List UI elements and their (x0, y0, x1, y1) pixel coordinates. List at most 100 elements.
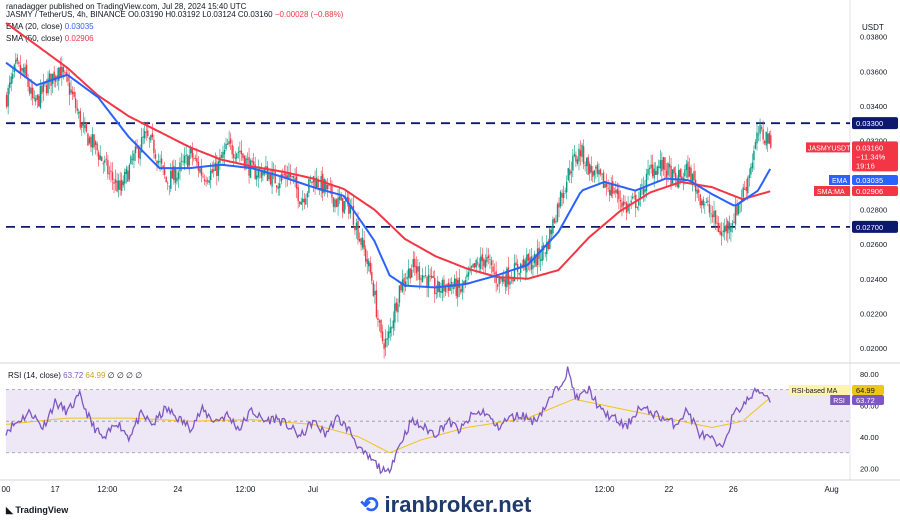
candle-body (596, 164, 599, 174)
symbol-line: JASMY / TetherUS, 4h, BINANCE O0.03190 H… (6, 10, 343, 19)
ohlc-open: O0.03190 (127, 10, 164, 19)
price-tick-label: 0.02200 (860, 309, 887, 318)
candle-body (78, 112, 80, 114)
candle-body (190, 147, 192, 154)
time-tick-label: 12:00 (235, 485, 256, 494)
candle-body (627, 204, 629, 212)
candle-body (585, 157, 588, 167)
candle-body (490, 260, 493, 266)
candle-body (728, 222, 731, 230)
candle-body (473, 263, 476, 268)
candle-body (7, 87, 9, 107)
candle-body (539, 259, 542, 261)
ohlc-high: H0.03192 (165, 10, 201, 19)
rsi-legend[interactable]: RSI (14, close) 63.72 64.99 ∅ ∅ ∅ ∅ (8, 371, 142, 380)
candle-body (767, 133, 769, 144)
candle-body (414, 258, 416, 268)
sma-legend[interactable]: SMA (50, close) 0.02906 (6, 34, 94, 43)
candle-body (360, 238, 362, 245)
candle-body (22, 68, 25, 73)
level-label: 0.02700 (856, 223, 883, 232)
candle-body (453, 278, 456, 287)
candle-body (114, 179, 117, 183)
candle-body (24, 66, 26, 75)
candle-body (150, 135, 152, 141)
candle-body (458, 277, 460, 288)
candle-body (403, 277, 405, 285)
candle-body (590, 165, 592, 173)
candle-body (745, 186, 747, 191)
tradingview-logo[interactable]: ◣ TradingView (6, 505, 68, 516)
candle-body (584, 165, 586, 167)
candle-body (96, 143, 98, 151)
candle-body (156, 160, 158, 165)
candle-body (124, 171, 126, 184)
candle-body (205, 180, 207, 182)
candle-body (271, 170, 273, 187)
candle-body (217, 161, 220, 176)
candle-body (642, 186, 645, 195)
candle-body (472, 263, 474, 267)
candle-body (567, 168, 569, 181)
candle-body (608, 189, 611, 196)
candle-body (556, 204, 559, 222)
candle-body (338, 196, 341, 200)
candle-body (730, 227, 732, 233)
ema-legend[interactable]: EMA (20, close) 0.03035 (6, 22, 94, 31)
candle-body (252, 161, 255, 166)
candle-body (532, 265, 534, 269)
candle-body (374, 290, 376, 295)
candle-body (744, 188, 746, 190)
candle-body (335, 199, 338, 207)
candle-body (720, 232, 723, 236)
rsi-value: 63.72 (856, 396, 875, 405)
candle-body (223, 149, 226, 155)
candle-body (88, 137, 91, 144)
candle-body (601, 173, 603, 175)
candle-body (733, 221, 735, 223)
candle-body (277, 186, 279, 189)
candle-body (139, 150, 141, 160)
candle-body (681, 176, 683, 180)
candle-body (510, 279, 513, 281)
candle-body (648, 168, 651, 169)
candle-body (246, 158, 249, 160)
candle-body (558, 202, 560, 208)
candle-body (337, 197, 339, 207)
candle-body (418, 266, 421, 280)
candle-body (125, 168, 127, 174)
candle-body (82, 121, 85, 126)
rsi-legend-value: 63.72 (63, 371, 84, 380)
candle-body (85, 122, 88, 132)
candle-body (607, 187, 609, 189)
candle-body (668, 164, 671, 168)
candle-body (332, 197, 335, 207)
candle-body (673, 167, 675, 174)
candle-body (240, 150, 243, 155)
candle-body (120, 179, 123, 192)
candle-body (107, 160, 109, 175)
price-tick-label: 0.03200 (860, 136, 887, 145)
candle-body (685, 163, 688, 170)
candle-body (36, 95, 38, 100)
candle-body (90, 136, 92, 148)
candle-body (658, 166, 660, 168)
candle-body (61, 66, 63, 77)
candle-body (704, 204, 706, 206)
candle-body (770, 135, 772, 148)
candle-body (39, 86, 42, 108)
time-tick-label: 17 (51, 485, 60, 494)
candle-body (214, 162, 216, 171)
tradingview-icon: ◣ (6, 505, 16, 515)
candle-body (208, 180, 210, 183)
candle-body (444, 285, 447, 292)
rsi-legend-label: RSI (14, close) (8, 371, 61, 380)
candle-body (315, 177, 318, 188)
candle-body (346, 196, 348, 200)
candle-body (550, 229, 553, 235)
candle-body (481, 254, 484, 262)
candle-body (420, 278, 422, 280)
candle-body (268, 174, 270, 180)
candle-body (549, 228, 551, 250)
